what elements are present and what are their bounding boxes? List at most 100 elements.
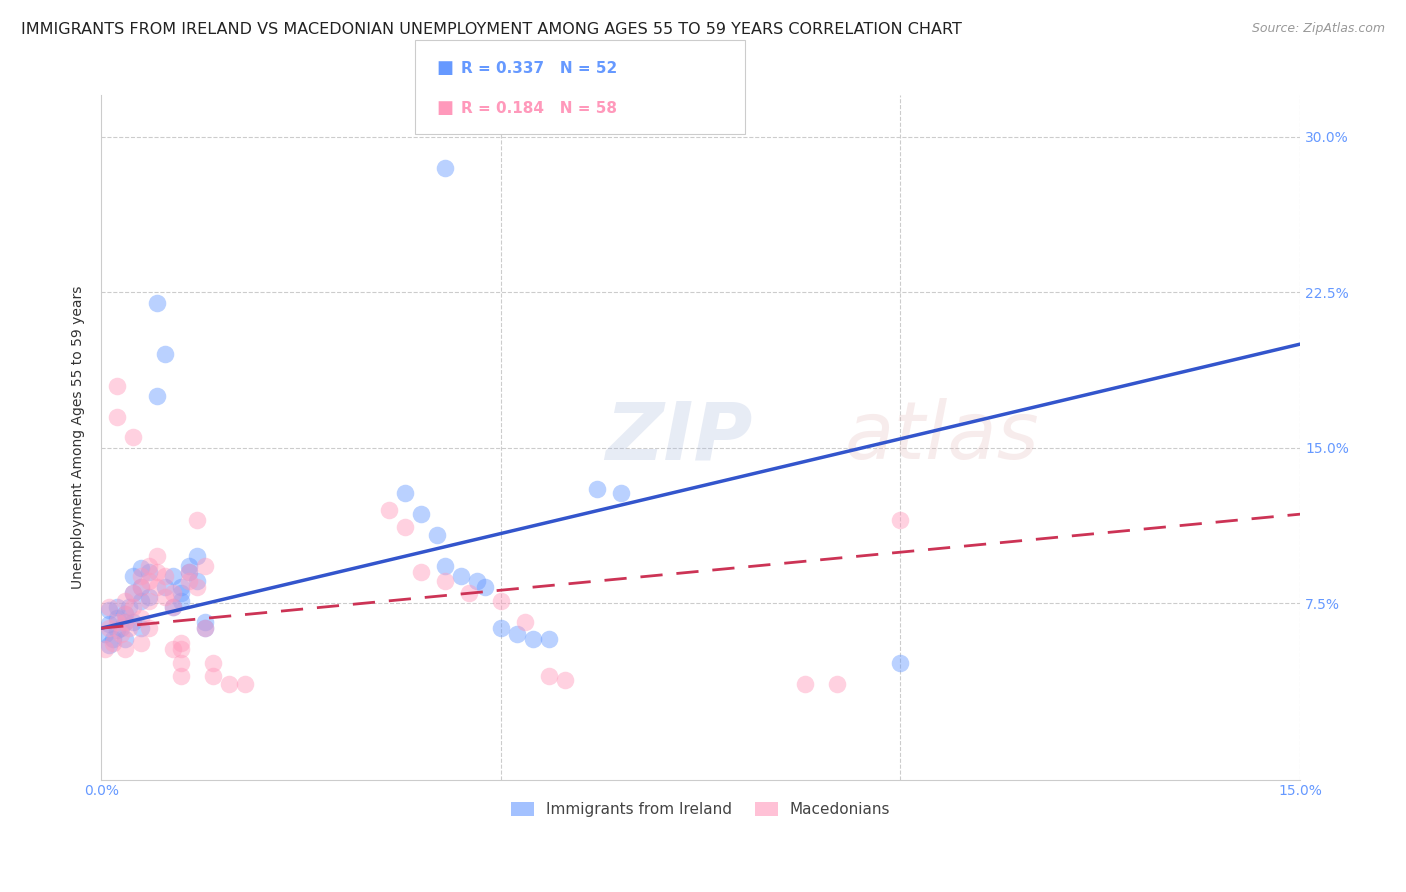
Point [105, 611, 128, 625]
Text: IMMIGRANTS FROM IRELAND VS MACEDONIAN UNEMPLOYMENT AMONG AGES 55 TO 59 YEARS COR: IMMIGRANTS FROM IRELAND VS MACEDONIAN UN… [21, 22, 962, 37]
Point [162, 600, 184, 615]
Point [194, 621, 217, 635]
Point [474, 580, 496, 594]
Point [186, 574, 208, 588]
Point [170, 669, 193, 683]
Point [162, 600, 184, 615]
Point [537, 669, 560, 683]
Point [98, 617, 121, 632]
Point [94, 642, 117, 657]
Y-axis label: Unemployment Among Ages 55 to 59 years: Unemployment Among Ages 55 to 59 years [72, 285, 86, 589]
Point [122, 569, 145, 583]
Point [114, 615, 136, 629]
Point [394, 519, 416, 533]
Point [129, 580, 152, 594]
Point [465, 574, 488, 588]
Point [129, 594, 152, 608]
Point [103, 636, 125, 650]
Text: R = 0.337   N = 52: R = 0.337 N = 52 [461, 61, 617, 76]
Point [394, 486, 416, 500]
Point [179, 566, 201, 580]
Point [457, 586, 479, 600]
Legend: Immigrants from Ireland, Macedonians: Immigrants from Ireland, Macedonians [505, 796, 897, 823]
Point [162, 586, 184, 600]
Point [105, 624, 128, 638]
Point [146, 549, 169, 563]
Point [186, 513, 208, 527]
Point [554, 673, 576, 687]
Point [98, 621, 121, 635]
Point [179, 566, 201, 580]
Point [110, 627, 132, 641]
Point [489, 621, 512, 635]
Point [170, 594, 193, 608]
Point [585, 483, 607, 497]
Point [433, 574, 456, 588]
Point [218, 677, 240, 691]
Point [489, 594, 512, 608]
Point [194, 621, 217, 635]
Point [122, 586, 145, 600]
Text: ■: ■ [436, 60, 453, 78]
Point [114, 594, 136, 608]
Point [825, 677, 848, 691]
Point [513, 615, 536, 629]
Point [114, 632, 136, 646]
Point [153, 580, 176, 594]
Point [146, 566, 169, 580]
Point [194, 615, 217, 629]
Point [162, 642, 184, 657]
Point [179, 574, 201, 588]
Point [450, 569, 472, 583]
Point [105, 600, 128, 615]
Point [122, 600, 145, 615]
Point [98, 602, 121, 616]
Text: ZIP: ZIP [605, 399, 752, 476]
Point [129, 621, 152, 635]
Point [98, 638, 121, 652]
Point [138, 621, 160, 635]
Point [105, 409, 128, 424]
Point [162, 569, 184, 583]
Point [118, 600, 141, 615]
Point [114, 607, 136, 621]
Point [114, 642, 136, 657]
Point [179, 559, 201, 574]
Point [146, 295, 169, 310]
Point [186, 549, 208, 563]
Point [378, 503, 401, 517]
Point [114, 615, 136, 629]
Point [202, 657, 225, 671]
Point [105, 615, 128, 629]
Point [537, 632, 560, 646]
Point [609, 486, 631, 500]
Point [129, 569, 152, 583]
Point [153, 347, 176, 361]
Text: ■: ■ [436, 99, 453, 117]
Point [409, 507, 432, 521]
Point [103, 632, 125, 646]
Point [233, 677, 256, 691]
Point [122, 586, 145, 600]
Point [122, 615, 145, 629]
Point [138, 594, 160, 608]
Point [522, 632, 544, 646]
Point [138, 590, 160, 604]
Point [129, 636, 152, 650]
Point [138, 574, 160, 588]
Point [889, 513, 911, 527]
Point [170, 657, 193, 671]
Point [202, 669, 225, 683]
Point [433, 559, 456, 574]
Point [153, 569, 176, 583]
Point [118, 621, 141, 635]
Point [138, 559, 160, 574]
Point [433, 161, 456, 175]
Point [105, 378, 128, 392]
Point [94, 627, 117, 641]
Point [170, 580, 193, 594]
Point [170, 636, 193, 650]
Text: R = 0.184   N = 58: R = 0.184 N = 58 [461, 101, 617, 116]
Point [506, 627, 529, 641]
Point [129, 580, 152, 594]
